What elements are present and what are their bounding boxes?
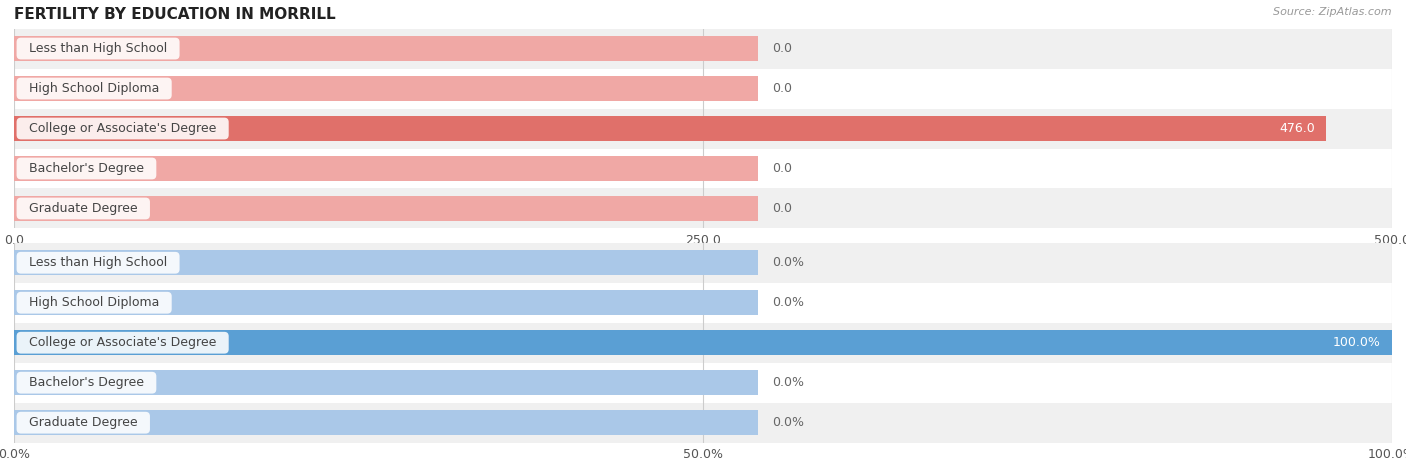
Text: 100.0%: 100.0% [1333,336,1381,349]
Text: 0.0%: 0.0% [772,296,804,309]
Bar [14,69,1392,109]
Text: 0.0: 0.0 [772,162,792,175]
Text: Bachelor's Degree: Bachelor's Degree [21,376,152,389]
Text: College or Associate's Degree: College or Associate's Degree [21,336,225,349]
Text: Less than High School: Less than High School [21,256,176,269]
Text: Less than High School: Less than High School [21,42,176,55]
Text: College or Associate's Degree: College or Associate's Degree [21,122,225,135]
Bar [14,188,1392,228]
Bar [14,109,1392,149]
Text: High School Diploma: High School Diploma [21,82,167,95]
Text: 0.0: 0.0 [772,202,792,215]
Text: High School Diploma: High School Diploma [21,296,167,309]
Bar [14,116,1326,141]
Text: 476.0: 476.0 [1279,122,1315,135]
Bar [14,370,758,395]
Bar [14,363,1392,403]
Bar [14,410,758,435]
Bar [14,403,1392,443]
Text: FERTILITY BY EDUCATION IN MORRILL: FERTILITY BY EDUCATION IN MORRILL [14,7,336,22]
Bar [14,243,1392,283]
Bar [14,330,1392,355]
Bar [14,149,1392,188]
Text: Graduate Degree: Graduate Degree [21,416,146,429]
Bar [14,283,1392,323]
Bar [14,196,758,221]
Text: Bachelor's Degree: Bachelor's Degree [21,162,152,175]
Bar [14,29,1392,69]
Text: Source: ZipAtlas.com: Source: ZipAtlas.com [1274,7,1392,17]
Bar [14,250,758,275]
Text: 0.0%: 0.0% [772,376,804,389]
Text: 0.0: 0.0 [772,82,792,95]
Bar [14,156,758,181]
Text: Graduate Degree: Graduate Degree [21,202,146,215]
Bar [14,323,1392,363]
Text: 0.0%: 0.0% [772,416,804,429]
Bar [14,76,758,101]
Text: 0.0: 0.0 [772,42,792,55]
Bar [14,36,758,61]
Text: 0.0%: 0.0% [772,256,804,269]
Bar [14,290,758,315]
